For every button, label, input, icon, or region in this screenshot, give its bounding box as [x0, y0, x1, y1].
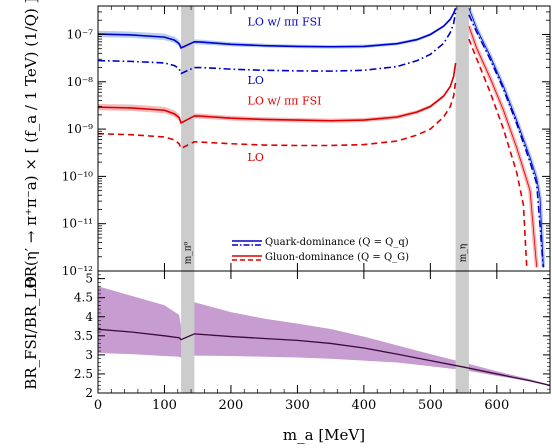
bottom-plot-frame [97, 270, 551, 394]
top-series-right-quark-1 [468, 14, 545, 268]
excluded-band-label-0: m_π⁰ [184, 241, 194, 264]
bottom-ytick-label-2: 3 [85, 348, 93, 362]
ratio-band-0 [98, 286, 550, 387]
bottom-panel: 2 2.5 3 3.5 4 4.5 5 0 100 200 300 400 500 600 [74, 6, 551, 413]
top-series-right-core-gluon-2 [468, 26, 538, 268]
xtick-label-6: 600 [484, 398, 509, 413]
bottom-ytick-label-6: 5 [85, 272, 93, 286]
bottom-ytick-label-5: 4.5 [74, 291, 93, 305]
annotation-1: LO [248, 74, 264, 87]
xtick-label-4: 400 [351, 398, 376, 413]
excluded-band-top-1 [455, 6, 469, 271]
top-series-right-core-quark-0 [468, 8, 544, 268]
legend-box [228, 231, 428, 265]
bottom-excluded-bands [181, 271, 469, 393]
xtick-label-1: 100 [152, 398, 177, 413]
ratio-line-0 [98, 328, 550, 387]
top-annotations: LO w/ ππ FSI LO LO w/ ππ FSI LO [248, 15, 322, 164]
excluded-band-bottom-0 [181, 271, 195, 393]
legend: Quark-dominance (Q = Q_q) Gluon-dominanc… [228, 231, 428, 265]
top-ytick-label-3: 10⁻⁹ [67, 122, 94, 136]
bottom-ytick-label-3: 3.5 [74, 329, 93, 343]
top-ytick-label-5: 10⁻⁷ [67, 27, 94, 41]
x-axis-title: m_a [MeV] [283, 426, 365, 444]
excluded-band-label-1: m_η [458, 244, 468, 262]
xtick-label-2: 200 [219, 398, 244, 413]
top-series-quark-dashdot-1 [98, 11, 457, 75]
legend-gluon-label: Gluon-dominance (Q = Q_G) [265, 252, 409, 263]
top-ytick-label-4: 10⁻⁸ [67, 75, 94, 89]
bottom-y-ticks: 2 2.5 3 3.5 4 4.5 5 [74, 270, 550, 400]
top-panel: m_π⁰ m_η LO w/ ππ FSI LO LO w/ ππ FSI LO Qua… [62, 5, 551, 278]
top-y-ticks: 10⁻¹² 10⁻¹¹ 10⁻¹⁰ 10⁻⁹ 10⁻⁸ 10⁻⁷ [62, 5, 550, 278]
xtick-label-0: 0 [94, 398, 102, 413]
top-lines [98, 7, 546, 268]
bottom-ytick-label-0: 2 [85, 386, 93, 400]
top-ytick-label-0: 10⁻¹² [62, 264, 93, 278]
top-series-right-gluon-3 [468, 38, 528, 268]
excluded-band-top-0 [181, 6, 195, 271]
annotation-2: LO w/ ππ FSI [248, 95, 322, 108]
bottom-ytick-label-4: 4 [85, 310, 93, 324]
excluded-band-bottom-1 [455, 271, 469, 393]
top-ytick-label-2: 10⁻¹⁰ [62, 169, 93, 183]
top-ytick-label-1: 10⁻¹¹ [62, 217, 93, 231]
bottom-y-axis-title: BR_FSI/BR_LO [22, 276, 40, 390]
bottom-bands [98, 286, 550, 387]
xtick-label-5: 500 [418, 398, 443, 413]
xtick-label-3: 300 [285, 398, 310, 413]
top-series-quark-solid-0 [98, 7, 457, 49]
legend-quark-label: Quark-dominance (Q = Q_q) [265, 237, 409, 248]
top-series-gluon-solid-2 [98, 62, 457, 125]
x-ticks: 0 100 200 300 400 500 600 [94, 6, 538, 413]
top-y-axis-title: BR(η′ → π⁺π⁻a) × [ (f_a / 1 TeV) (1/Q) ]… [22, 0, 40, 288]
annotation-3: LO [248, 151, 264, 164]
bottom-ytick-label-1: 2.5 [74, 367, 93, 381]
bottom-lines [98, 328, 550, 387]
annotation-0: LO w/ ππ FSI [248, 15, 322, 28]
